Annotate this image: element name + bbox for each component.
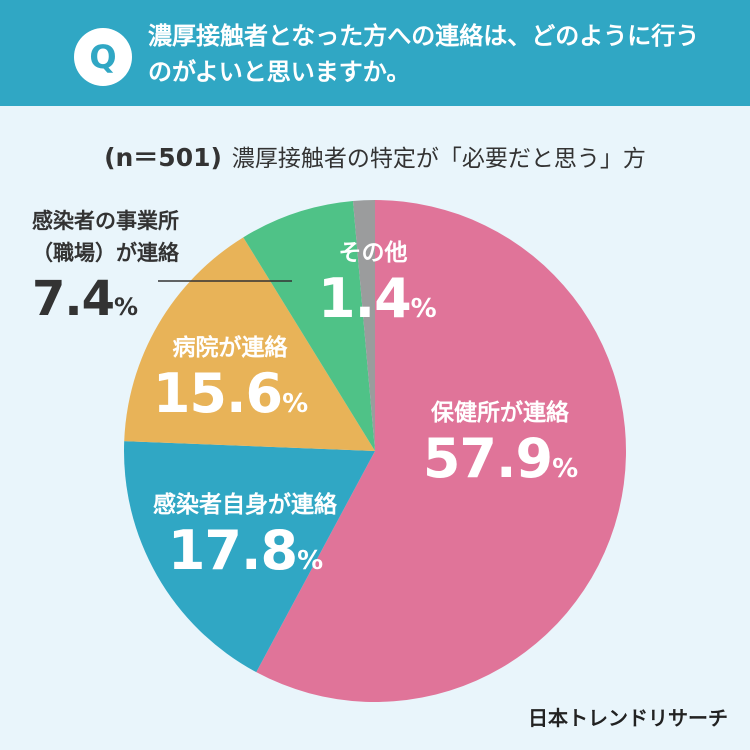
brand-logo: 日本トレンドリサーチ xyxy=(528,706,728,730)
question-badge: Q xyxy=(74,28,132,86)
slice-value-jigyosho: 7.4% xyxy=(32,271,138,327)
slice-label-jishin: 感染者自身が連絡 17.8% xyxy=(120,490,370,592)
slice-name-byoin: 病院が連絡 xyxy=(172,335,288,361)
slice-label-byoin: 病院が連絡 15.6% xyxy=(130,333,330,435)
sample-size: (n＝501) xyxy=(104,143,222,172)
pie-slice-byoin xyxy=(124,237,375,451)
pie-slice-jishin xyxy=(123,441,376,673)
slice-label-jigyosho: 感染者の事業所 （職場）が連絡 7.4% xyxy=(32,205,179,337)
pie-slices xyxy=(123,200,627,702)
slice-name-sonota: その他 xyxy=(338,240,408,266)
pie-slice-sonota xyxy=(352,200,375,451)
slice-name-jishin: 感染者自身が連絡 xyxy=(153,492,337,518)
slice-label-sonota: その他 1.4% xyxy=(318,238,437,340)
slice-value-sonota: 1.4% xyxy=(318,267,437,330)
slice-name-hoken: 保健所が連絡 xyxy=(431,400,569,426)
question-text: 濃厚接触者となった方への連絡は、どのように行うのがよいと思いますか。 xyxy=(148,22,700,86)
slice-value-byoin: 15.6% xyxy=(152,362,308,425)
pie-slice-hoken xyxy=(256,200,627,702)
slice-value-hoken: 57.9% xyxy=(422,427,578,490)
chart-title: 濃厚接触者の特定が「必要だと思う」方 xyxy=(231,146,646,172)
slice-label-hoken: 保健所が連絡 57.9% xyxy=(400,398,600,500)
slice-name-jigyosho: 感染者の事業所 （職場）が連絡 xyxy=(32,209,179,265)
question-header: Q 濃厚接触者となった方への連絡は、どのように行うのがよいと思いますか。 xyxy=(0,0,750,106)
chart-subtitle: (n＝501) 濃厚接触者の特定が「必要だと思う」方 xyxy=(0,138,750,174)
slice-value-jishin: 17.8% xyxy=(167,519,323,582)
pie-slice-jigyosho xyxy=(243,200,375,451)
